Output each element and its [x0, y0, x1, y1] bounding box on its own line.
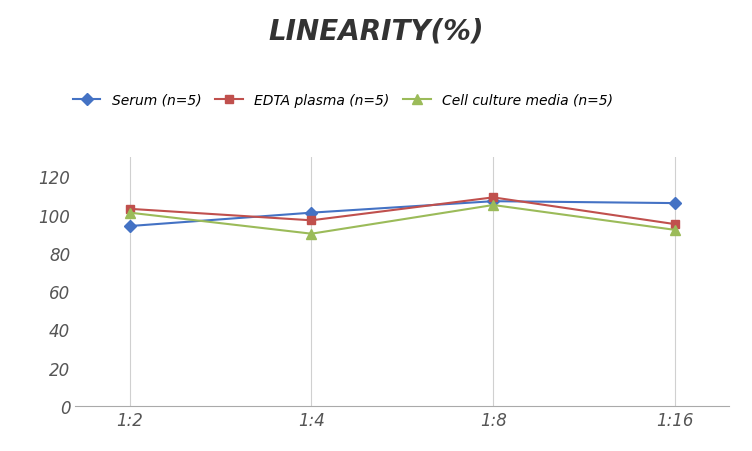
Cell culture media (n=5): [671, 228, 680, 233]
Line: Serum (n=5): Serum (n=5): [126, 198, 679, 231]
Legend: Serum (n=5), EDTA plasma (n=5), Cell culture media (n=5): Serum (n=5), EDTA plasma (n=5), Cell cul…: [67, 88, 619, 113]
EDTA plasma (n=5): [307, 218, 316, 224]
Cell culture media (n=5): [489, 203, 498, 208]
Line: Cell culture media (n=5): Cell culture media (n=5): [125, 201, 680, 239]
Line: EDTA plasma (n=5): EDTA plasma (n=5): [126, 194, 679, 229]
Serum (n=5): [125, 224, 134, 229]
Serum (n=5): [307, 211, 316, 216]
Cell culture media (n=5): [307, 231, 316, 237]
Text: LINEARITY(%): LINEARITY(%): [268, 18, 484, 46]
Cell culture media (n=5): [125, 211, 134, 216]
EDTA plasma (n=5): [489, 195, 498, 201]
Serum (n=5): [489, 199, 498, 204]
EDTA plasma (n=5): [125, 207, 134, 212]
EDTA plasma (n=5): [671, 222, 680, 227]
Serum (n=5): [671, 201, 680, 207]
